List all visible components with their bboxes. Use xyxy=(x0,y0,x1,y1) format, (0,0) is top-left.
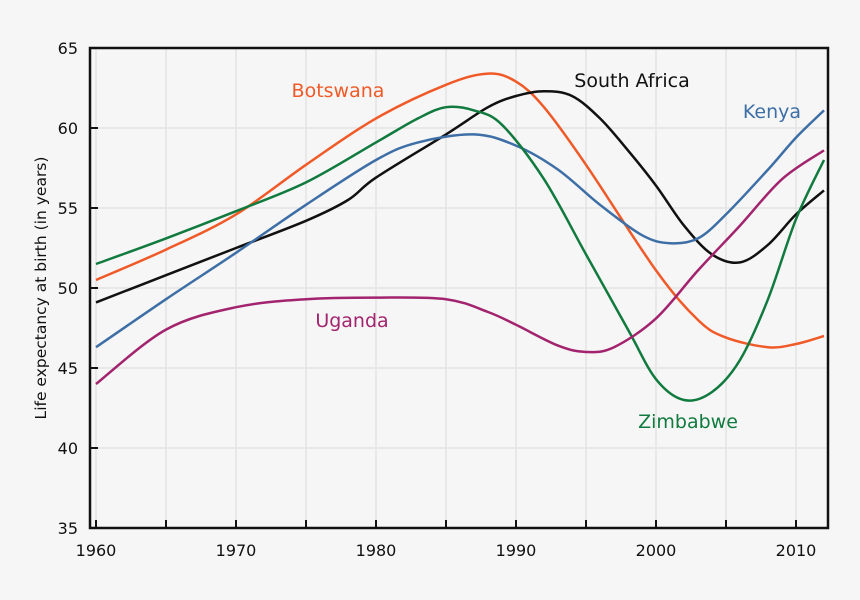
series-line-uganda xyxy=(95,149,825,385)
y-tick-label: 40 xyxy=(58,439,78,458)
axis-ticks: 1960 1970 1980 1990 2000 2010 35 40 45 50 55 60 65 xyxy=(58,39,817,560)
label-kenya: Kenya xyxy=(743,101,801,123)
series-line-kenya xyxy=(95,109,825,349)
series-lines xyxy=(95,72,826,402)
y-tick-label: 50 xyxy=(58,279,78,298)
x-tick-label: 1970 xyxy=(216,541,257,560)
x-tick-label: 1990 xyxy=(496,541,537,560)
label-uganda: Uganda xyxy=(315,310,388,332)
x-tick-label: 1980 xyxy=(356,541,397,560)
y-tick-label: 65 xyxy=(58,39,78,58)
y-tick-label: 45 xyxy=(58,359,78,378)
y-axis-label: Life expectancy at birth (in years) xyxy=(32,157,50,420)
x-tick-label: 2000 xyxy=(636,541,677,560)
grid xyxy=(90,47,828,529)
series-line-zimbabwe xyxy=(95,105,826,402)
y-tick-label: 60 xyxy=(58,119,78,138)
x-tick-label: 2010 xyxy=(776,541,817,560)
label-south-africa: South Africa xyxy=(574,70,689,92)
y-tick-label: 55 xyxy=(58,199,78,218)
y-tick-label: 35 xyxy=(58,519,78,538)
label-botswana: Botswana xyxy=(292,80,385,102)
label-zimbabwe: Zimbabwe xyxy=(638,411,738,433)
series-line-botswana xyxy=(95,72,825,349)
x-tick-label: 1960 xyxy=(76,541,117,560)
series-line-south-africa xyxy=(95,89,825,304)
